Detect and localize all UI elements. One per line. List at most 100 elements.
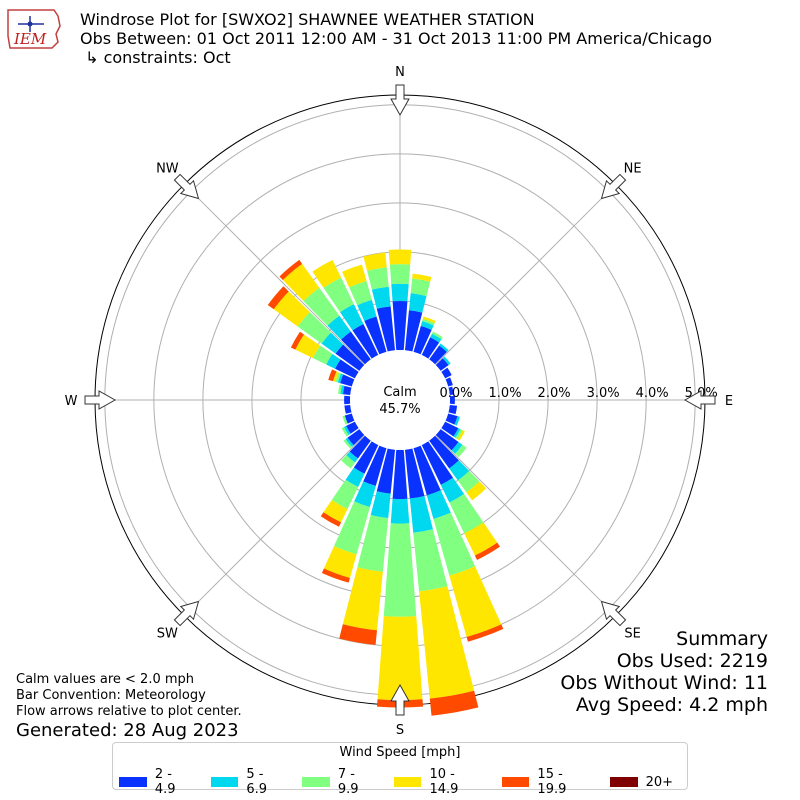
direction-label: NE xyxy=(624,161,642,176)
legend: Wind Speed [mph] 2 - 4.9 5 - 6.9 7 - 9.9 10… xyxy=(112,742,688,797)
arrow-shape xyxy=(683,390,716,410)
bar-segment xyxy=(466,624,504,642)
bar-segment xyxy=(390,498,410,524)
bar-segment xyxy=(363,252,387,271)
bar-segment xyxy=(421,337,440,359)
bar-segment xyxy=(297,311,331,344)
calm-value: 45.7% xyxy=(379,402,420,417)
bar-segment xyxy=(457,430,465,441)
bar-segment xyxy=(371,286,391,309)
bar-segment xyxy=(342,385,352,396)
bar-segment xyxy=(392,300,408,351)
bar-segment xyxy=(279,259,303,280)
radial-tick-label: 3.0% xyxy=(587,386,620,401)
bar-segment xyxy=(303,287,340,326)
bar-segment xyxy=(367,267,389,290)
bar-segment xyxy=(338,384,343,395)
direction-arrows xyxy=(84,84,716,716)
direction-label: NW xyxy=(156,161,179,176)
legend-item: 20+ xyxy=(609,767,673,797)
bar-segment xyxy=(449,493,484,534)
bar-segment xyxy=(357,514,389,572)
bar-segment xyxy=(340,304,364,331)
legend-swatch xyxy=(609,777,638,787)
radial-tick-label: 0.0% xyxy=(439,386,472,401)
svg-text:IEM: IEM xyxy=(13,30,47,48)
title-line-3: ↳ constraints: Oct xyxy=(80,48,231,67)
bar-segment xyxy=(421,441,454,485)
bar-segment xyxy=(474,542,501,560)
legend-label: 10 - 14.9 xyxy=(429,767,459,797)
bar-segment xyxy=(341,426,349,437)
bar-segment xyxy=(334,501,370,555)
bar-segment xyxy=(342,264,367,288)
grid-spoke xyxy=(435,183,617,365)
bar-segment xyxy=(448,404,458,415)
bar-segment xyxy=(343,425,351,436)
bar-segment xyxy=(449,395,455,405)
legend-swatch xyxy=(501,777,530,787)
bar-segment xyxy=(341,331,371,365)
bar-segment xyxy=(343,439,352,449)
bar-segment xyxy=(464,522,498,556)
chart-title: Windrose Plot for [SWXO2] SHAWNEE WEATHE… xyxy=(80,10,712,67)
radial-tick-label: 4.0% xyxy=(636,386,669,401)
bar-segment xyxy=(442,356,451,366)
direction-label: S xyxy=(396,723,404,738)
bar-segment xyxy=(353,441,379,474)
legend-label: 20+ xyxy=(645,774,673,790)
bar-segment xyxy=(349,435,371,459)
legend-swatch xyxy=(210,777,239,787)
arrow-shape xyxy=(600,173,627,200)
bar-segment xyxy=(419,586,475,699)
calm-label: Calm xyxy=(383,385,416,400)
bar-segment xyxy=(441,421,459,437)
notes: Calm values are < 2.0 mph Bar Convention… xyxy=(16,672,242,720)
bar-segment xyxy=(323,277,354,313)
bar-segment xyxy=(404,448,425,499)
direction-label: SE xyxy=(624,627,640,642)
bar-segment xyxy=(408,293,427,313)
bar-segment xyxy=(340,374,355,387)
bar-segment xyxy=(383,523,417,617)
bar-segment xyxy=(412,273,432,282)
arrow-shape xyxy=(390,683,410,716)
bar-segment xyxy=(342,415,348,425)
bar-segment xyxy=(321,332,344,354)
bar-segment xyxy=(413,529,448,592)
bar-segment xyxy=(321,568,350,583)
summary-block: Summary Obs Used: 2219 Obs Without Wind:… xyxy=(560,628,768,716)
grid-spoke xyxy=(183,435,365,617)
generated-date: Generated: 28 Aug 2023 xyxy=(16,720,239,741)
bar-segment xyxy=(429,435,459,469)
windrose-bars xyxy=(267,249,504,716)
legend-swatch xyxy=(119,777,147,787)
bar-segment xyxy=(455,444,467,458)
bar-segment xyxy=(445,377,453,387)
bar-segment xyxy=(282,263,320,302)
bar-segment xyxy=(323,546,357,578)
flow-arrow-icon xyxy=(390,84,410,117)
bar-segment xyxy=(312,259,342,288)
bar-segment xyxy=(435,358,449,371)
bar-segment xyxy=(295,334,321,359)
bar-segment xyxy=(435,429,459,451)
bar-segment xyxy=(364,316,387,355)
bar-segment xyxy=(346,421,359,434)
legend-item: 5 - 6.9 xyxy=(210,767,289,797)
bar-segment xyxy=(370,491,391,519)
bar-segment xyxy=(312,345,333,365)
radial-tick-label: 2.0% xyxy=(538,386,571,401)
flow-note: Flow arrows relative to plot center. xyxy=(16,704,242,719)
arrow-shape xyxy=(173,173,200,200)
bar-segment xyxy=(346,451,358,463)
bar-segment xyxy=(409,495,433,533)
calm-circle: Calm 45.7% xyxy=(350,350,450,450)
legend-swatch xyxy=(393,777,422,787)
bar-segment xyxy=(445,413,458,425)
flow-arrow-icon xyxy=(390,683,410,716)
title-line-2: Obs Between: 01 Oct 2011 12:00 AM - 31 O… xyxy=(80,29,712,48)
calm-disc xyxy=(350,350,450,450)
legend-label: 2 - 4.9 xyxy=(154,767,176,797)
bar-segment xyxy=(391,283,409,302)
